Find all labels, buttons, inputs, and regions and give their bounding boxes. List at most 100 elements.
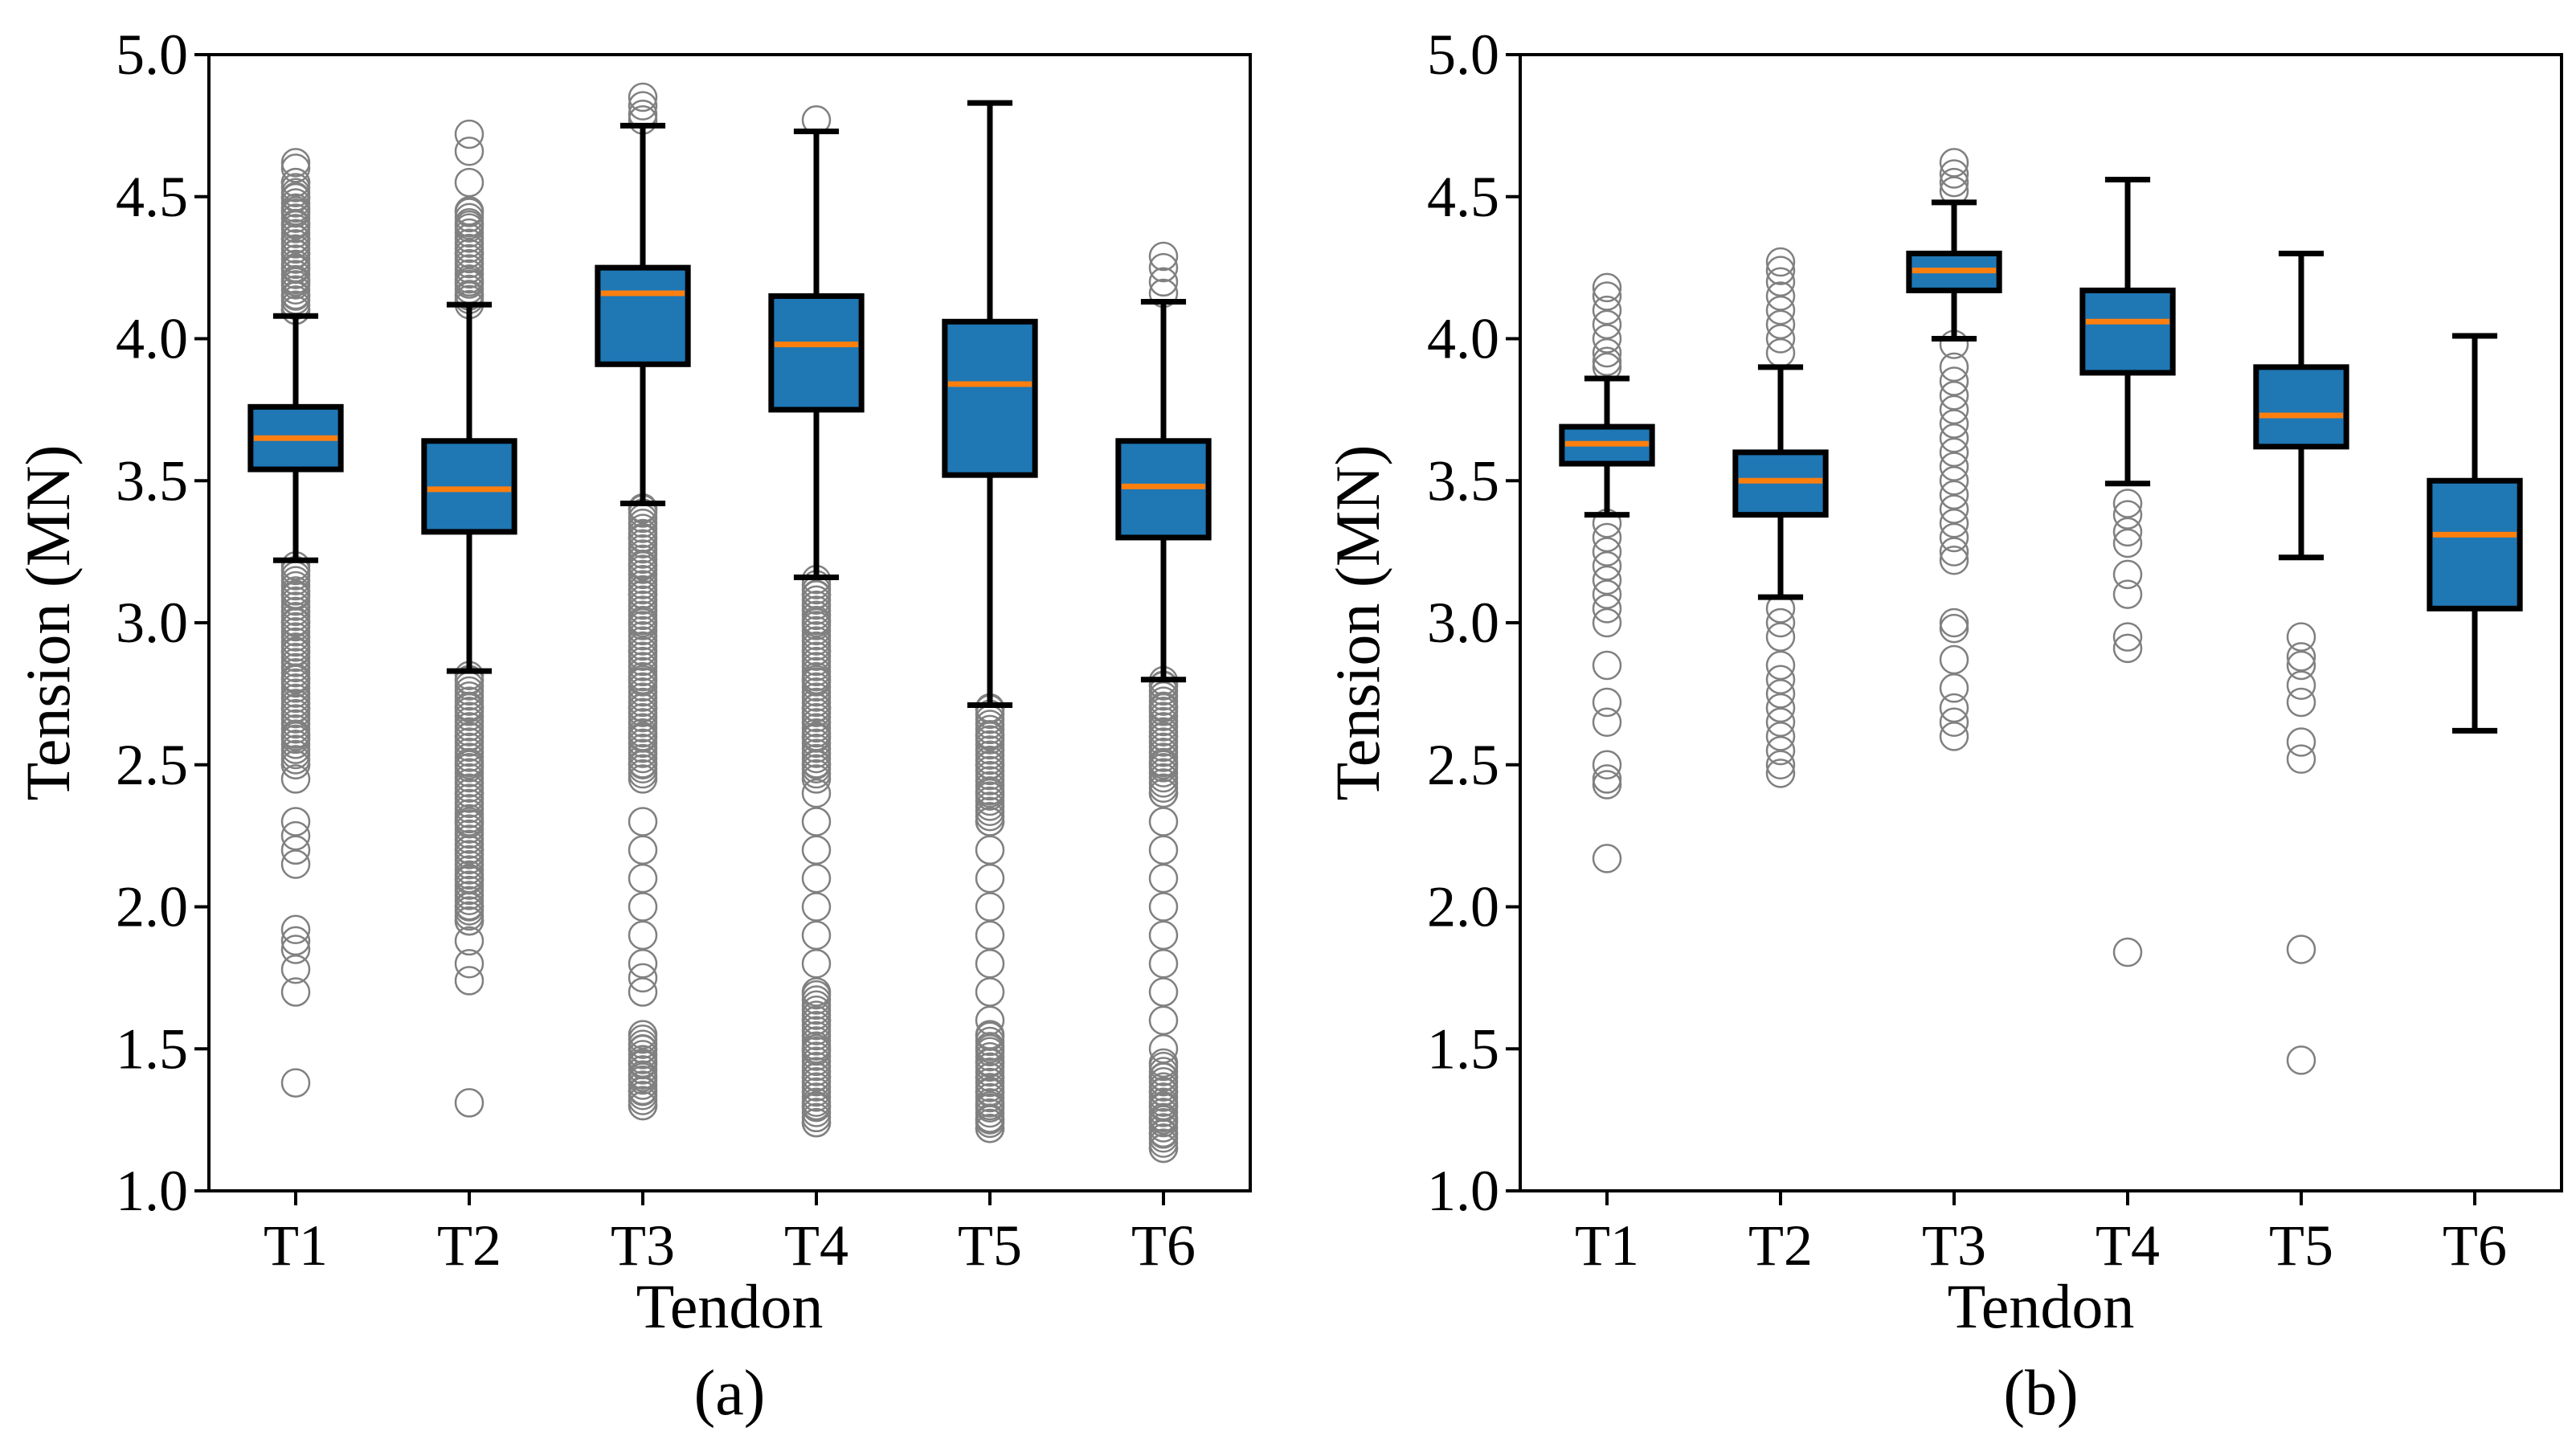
outlier-point xyxy=(1592,750,1622,779)
outlier-point xyxy=(280,926,311,956)
x-axis-title: Tendon xyxy=(636,1271,824,1341)
outlier-point xyxy=(1148,835,1179,865)
outlier-point xyxy=(1939,466,1969,496)
outlier-point xyxy=(1592,295,1622,325)
outlier-point xyxy=(628,920,658,951)
outlier-point xyxy=(1592,707,1622,737)
x-tick-label: T4 xyxy=(784,1213,848,1278)
y-tick-label: 3.5 xyxy=(116,448,188,513)
outlier-point xyxy=(801,948,832,979)
outlier-point xyxy=(801,892,832,922)
outlier-point xyxy=(628,82,658,112)
outlier-point xyxy=(1765,309,1796,340)
outlier-point xyxy=(280,914,311,945)
outlier-point xyxy=(2286,670,2316,701)
outlier-point xyxy=(1939,159,1969,189)
outlier-point xyxy=(975,835,1005,865)
outlier-point xyxy=(801,778,832,808)
outlier-point xyxy=(1939,452,1969,481)
outlier-point xyxy=(280,764,311,794)
box-T6 xyxy=(2427,333,2523,734)
outlier-point xyxy=(975,863,1005,894)
y-tick-label: 2.0 xyxy=(1427,875,1499,939)
outlier-point xyxy=(1939,423,1969,453)
y-tick-label: 4.0 xyxy=(1427,307,1499,371)
x-tick-label: T4 xyxy=(2096,1213,2160,1278)
iqr-box xyxy=(768,292,865,413)
outlier-point xyxy=(975,948,1005,979)
box-T5 xyxy=(2253,250,2349,1075)
outlier-point xyxy=(1148,920,1179,951)
x-tick-label: T6 xyxy=(2443,1213,2507,1278)
outlier-point xyxy=(1765,295,1796,325)
outlier-point xyxy=(1939,522,1969,553)
box-T5 xyxy=(942,100,1038,1143)
outlier-point xyxy=(1939,395,1969,425)
x-tick-label: T5 xyxy=(958,1213,1022,1278)
outlier-point xyxy=(1592,607,1622,638)
outlier-point xyxy=(1939,480,1969,510)
outlier-point xyxy=(2286,650,2316,681)
x-tick-label: T5 xyxy=(2269,1213,2333,1278)
outlier-point xyxy=(1765,650,1796,681)
y-tick-label: 2.5 xyxy=(1427,733,1499,797)
outlier-point xyxy=(1148,977,1179,1007)
outlier-point xyxy=(1592,272,1622,303)
outlier-point xyxy=(1592,537,1622,567)
y-tick-label: 1.0 xyxy=(116,1159,188,1223)
y-axis-title: Tension (MN) xyxy=(1323,445,1392,801)
y-tick-label: 3.0 xyxy=(116,591,188,655)
y-tick-label: 5.0 xyxy=(1427,22,1499,87)
iqr-box xyxy=(2253,364,2349,450)
outlier-point xyxy=(2286,642,2316,672)
outlier-point xyxy=(975,892,1005,922)
chart-panel-a: 1.0 1.5 2.0 2.5 3.0 3.5 4.0 4.5 5.0 T1 T2 T3 T4 T5 T6 T… xyxy=(13,22,1252,1429)
box-T3 xyxy=(1906,148,2002,751)
outlier-point xyxy=(628,948,658,979)
y-tick-label: 2.0 xyxy=(116,875,188,939)
x-tick-label: T2 xyxy=(1748,1213,1813,1278)
outlier-point xyxy=(1939,613,1969,644)
outlier-point xyxy=(454,136,485,166)
outlier-point xyxy=(628,91,658,121)
outlier-point xyxy=(1148,863,1179,894)
outlier-point xyxy=(1592,650,1622,681)
y-tick-label: 4.0 xyxy=(116,307,188,371)
box-T1 xyxy=(1559,272,1655,873)
x-tick-label: T3 xyxy=(611,1213,675,1278)
outlier-point xyxy=(975,977,1005,1007)
outlier-point xyxy=(1148,252,1179,283)
x-tick-label: T1 xyxy=(264,1213,328,1278)
outlier-point xyxy=(2112,489,2143,518)
outlier-point xyxy=(628,1024,658,1054)
outlier-point xyxy=(1939,607,1969,638)
outlier-point xyxy=(1765,607,1796,638)
iqr-box xyxy=(2427,477,2523,612)
outlier-point xyxy=(1939,366,1969,396)
y-tick-label: 1.0 xyxy=(1427,1159,1499,1223)
y-tick-label: 1.5 xyxy=(116,1016,188,1081)
outlier-point xyxy=(280,935,311,964)
outlier-point xyxy=(1765,247,1796,277)
outlier-point xyxy=(280,807,311,836)
outlier-point xyxy=(801,807,832,836)
outlier-point xyxy=(2112,559,2143,590)
outlier-point xyxy=(1939,722,1969,751)
outlier-point xyxy=(2112,517,2143,547)
outlier-point xyxy=(1939,437,1969,468)
outlier-point xyxy=(280,977,311,1007)
outlier-point xyxy=(2112,622,2143,652)
outlier-point xyxy=(454,167,485,198)
outlier-point xyxy=(2286,622,2316,652)
outlier-point xyxy=(1765,679,1796,709)
outlier-point xyxy=(1939,707,1969,737)
panel-caption: (b) xyxy=(2003,1358,2078,1429)
outlier-point xyxy=(628,835,658,865)
outlier-point xyxy=(1592,764,1622,794)
outlier-point xyxy=(1592,309,1622,340)
outlier-point xyxy=(1148,267,1179,297)
outlier-point xyxy=(2286,935,2316,964)
outlier-point xyxy=(280,955,311,984)
outlier-point xyxy=(454,198,485,227)
outlier-point xyxy=(1939,352,1969,382)
